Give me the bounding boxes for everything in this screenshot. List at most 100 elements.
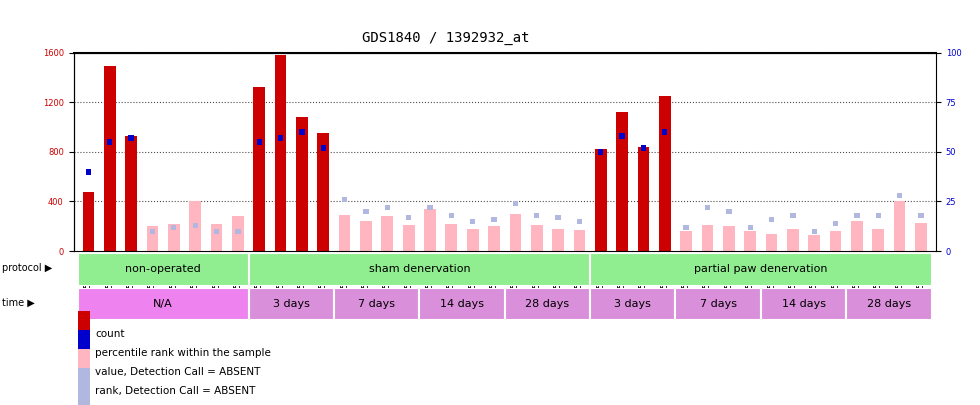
Bar	[705, 205, 710, 210]
Bar	[662, 129, 667, 135]
Bar	[787, 229, 799, 251]
Bar	[254, 87, 265, 251]
Text: percentile rank within the sample: percentile rank within the sample	[95, 348, 270, 358]
Bar	[128, 135, 134, 141]
Bar	[299, 129, 305, 135]
Bar	[384, 205, 390, 210]
Bar	[851, 221, 862, 251]
Bar	[897, 193, 903, 198]
Bar	[364, 209, 368, 214]
Bar	[296, 117, 308, 251]
Text: rank, Detection Call = ABSENT: rank, Detection Call = ABSENT	[95, 386, 256, 396]
Bar	[419, 288, 505, 320]
Bar	[556, 215, 561, 220]
Bar	[505, 288, 590, 320]
Bar	[78, 330, 90, 376]
Bar	[675, 288, 760, 320]
Bar	[552, 229, 563, 251]
Bar	[77, 288, 249, 320]
Text: time ▶: time ▶	[2, 298, 34, 308]
Bar	[342, 197, 347, 202]
Bar	[830, 231, 842, 251]
Bar	[915, 223, 927, 251]
Bar	[488, 226, 500, 251]
Text: N/A: N/A	[153, 299, 173, 309]
Bar	[616, 112, 628, 251]
Bar	[683, 225, 689, 230]
Bar	[427, 205, 432, 210]
Bar	[211, 224, 222, 251]
Text: value, Detection Call = ABSENT: value, Detection Call = ABSENT	[95, 367, 261, 377]
Text: sham denervation: sham denervation	[368, 264, 470, 274]
Bar	[360, 221, 371, 251]
Bar	[875, 213, 881, 218]
Bar	[745, 231, 756, 251]
Bar	[726, 209, 731, 214]
Text: GDS1840 / 1392932_at: GDS1840 / 1392932_at	[363, 30, 529, 45]
Bar	[192, 223, 198, 228]
Bar	[641, 145, 646, 151]
Bar	[150, 229, 155, 234]
Bar	[577, 219, 582, 224]
Bar	[702, 225, 713, 251]
Bar	[847, 288, 932, 320]
Text: non-operated: non-operated	[125, 264, 201, 274]
Bar	[765, 234, 777, 251]
Bar	[232, 216, 244, 251]
Bar	[760, 288, 847, 320]
Bar	[638, 147, 650, 251]
Bar	[491, 217, 497, 222]
Text: count: count	[95, 328, 124, 339]
Text: 14 days: 14 days	[782, 299, 825, 309]
Text: partial paw denervation: partial paw denervation	[694, 264, 827, 274]
Bar	[510, 214, 521, 251]
Bar	[107, 139, 113, 145]
Bar	[104, 66, 116, 251]
Bar	[334, 288, 419, 320]
Bar	[403, 225, 415, 251]
Bar	[278, 135, 283, 141]
Text: 3 days: 3 days	[272, 299, 310, 309]
Bar	[598, 149, 604, 155]
Bar	[590, 253, 932, 286]
Bar	[147, 226, 159, 251]
Text: 7 days: 7 days	[358, 299, 395, 309]
Bar	[811, 229, 817, 234]
Bar	[918, 213, 923, 218]
Bar	[769, 217, 774, 222]
Bar	[78, 311, 90, 357]
Bar	[590, 288, 675, 320]
Bar	[424, 209, 436, 251]
Text: protocol ▶: protocol ▶	[2, 263, 52, 273]
Bar	[318, 133, 329, 251]
Bar	[320, 145, 326, 151]
Bar	[78, 349, 90, 395]
Bar	[406, 215, 412, 220]
Bar	[339, 215, 351, 251]
Bar	[78, 368, 90, 405]
Bar	[446, 224, 458, 251]
Bar	[381, 216, 393, 251]
Text: 7 days: 7 days	[700, 299, 737, 309]
Bar	[872, 229, 884, 251]
Bar	[168, 224, 179, 251]
Bar	[513, 201, 518, 206]
Bar	[723, 226, 735, 251]
Bar	[748, 225, 753, 230]
Bar	[466, 229, 478, 251]
Bar	[125, 136, 137, 251]
Bar	[77, 253, 249, 286]
Bar	[249, 288, 334, 320]
Bar	[531, 225, 543, 251]
Text: 3 days: 3 days	[614, 299, 652, 309]
Bar	[235, 229, 240, 234]
Bar	[595, 149, 607, 251]
Bar	[894, 201, 906, 251]
Bar	[449, 213, 454, 218]
Bar	[573, 230, 585, 251]
Bar	[680, 231, 692, 251]
Bar	[790, 213, 796, 218]
Bar	[257, 139, 262, 145]
Bar	[470, 219, 475, 224]
Text: 14 days: 14 days	[440, 299, 484, 309]
